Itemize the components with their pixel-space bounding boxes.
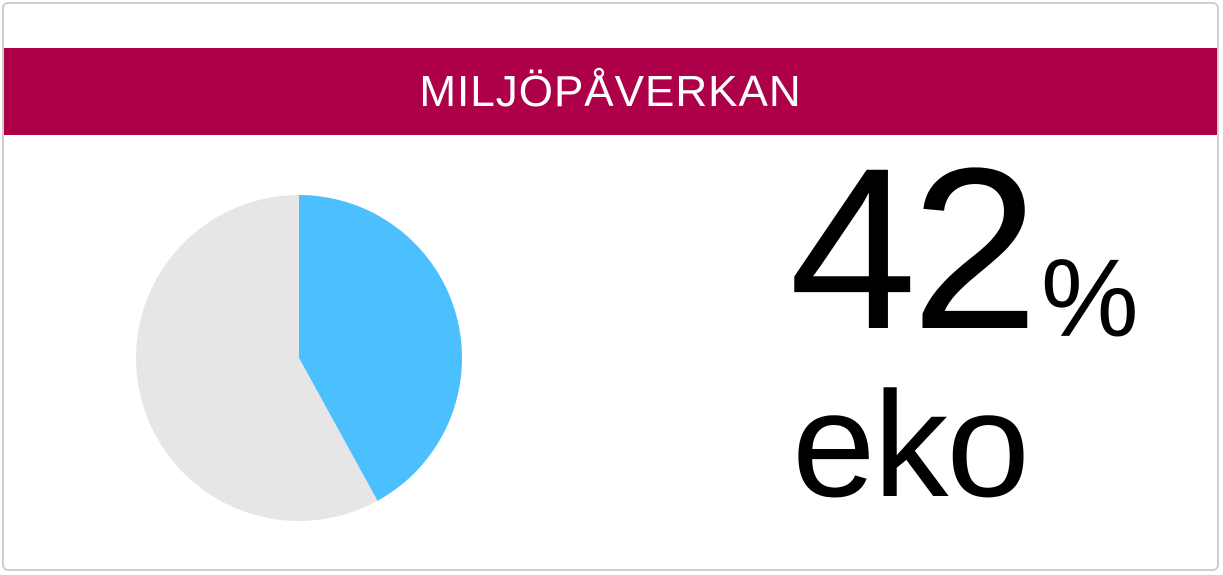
stat-unit: % xyxy=(1040,237,1139,360)
stat-value: 42 % xyxy=(789,134,1139,364)
header-banner: MILJÖPÅVERKAN xyxy=(4,48,1217,135)
stat-number: 42 xyxy=(789,120,1039,377)
pie-slice-rest xyxy=(135,195,378,521)
pie-chart xyxy=(135,195,462,521)
stat-label: eko xyxy=(792,360,1030,528)
header-title: MILJÖPÅVERKAN xyxy=(419,66,802,116)
pie-slice-eco xyxy=(299,195,462,501)
